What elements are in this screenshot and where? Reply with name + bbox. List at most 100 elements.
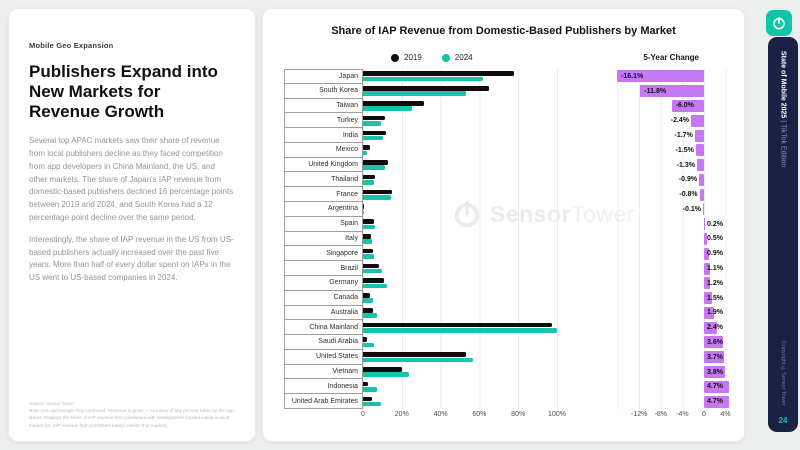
- bar-2024: [363, 327, 557, 333]
- change-value-label: 3.6%: [707, 338, 723, 346]
- bar-2024: [363, 76, 483, 82]
- table-row: Italy 0.5%: [284, 231, 731, 247]
- x-axis: 0 20% 40% 60% 80% 100% -12% -8% -4% 0 4%: [284, 411, 731, 423]
- bar-2024: [363, 387, 377, 392]
- bar-2024: [363, 283, 387, 289]
- note-line: Note: iOS and Google Play combined. Reve…: [29, 407, 234, 428]
- row-label: Taiwan: [284, 98, 363, 114]
- table-row: Canada 1.5%: [284, 290, 731, 306]
- report-edition-label: State of Mobile 2025 | TikTok Edition: [780, 51, 787, 167]
- page-number: 24: [778, 416, 788, 425]
- change-bar: [704, 321, 717, 334]
- bar-2024: [363, 135, 383, 141]
- table-row: Japan -16.1%: [284, 69, 731, 84]
- change-value-label: -1.5%: [675, 146, 694, 154]
- bar-2024: [363, 180, 374, 185]
- change-bar: [704, 292, 713, 305]
- bar-2024: [363, 121, 381, 126]
- row-label: Japan: [284, 69, 363, 84]
- bar-2024: [363, 150, 368, 156]
- edition-name: TikTok Edition: [779, 124, 787, 168]
- bar-2024: [363, 165, 386, 170]
- bar-2019: [363, 307, 374, 313]
- table-row: Indonesia 4.7%: [284, 379, 731, 395]
- bar-2019: [363, 367, 402, 372]
- bar-2024: [363, 298, 373, 304]
- bar-2024: [363, 313, 377, 318]
- change-bar: [699, 173, 704, 186]
- table-row: United Arab Emirates 4.7%: [284, 394, 731, 409]
- row-label: United States: [284, 349, 363, 365]
- change-value-label: -6.0%: [675, 102, 694, 110]
- bar-2024: [363, 91, 467, 97]
- change-bar: [703, 203, 704, 216]
- chart-plot-area: SensorTower Japan -16.1% South Korea -11.8%…: [284, 69, 731, 409]
- row-label: South Korea: [284, 83, 363, 99]
- bar-2019: [363, 337, 367, 343]
- bar-2019: [363, 86, 490, 91]
- change-column-header: 5-Year Change: [643, 53, 699, 62]
- row-label: Singapore: [284, 246, 363, 262]
- change-axis-tick: -8%: [654, 411, 668, 418]
- slide-title: Publishers Expand into New Markets for R…: [29, 62, 218, 122]
- bar-2019: [363, 115, 386, 121]
- chart-title: Share of IAP Revenue from Domestic-Based…: [331, 25, 676, 37]
- bar-2024: [363, 209, 364, 215]
- change-value-label: -0.9%: [678, 176, 698, 184]
- body-paragraph-2: Interestingly, the share of IAP revenue …: [29, 234, 234, 283]
- change-value-label: 1.9%: [707, 309, 723, 317]
- change-bar: [704, 262, 710, 275]
- left-text-panel: Mobile Geo Expansion Publishers Expand i…: [8, 8, 256, 442]
- bar-2019: [363, 278, 385, 283]
- change-value-label: 1.1%: [707, 265, 723, 273]
- bar-2024: [363, 268, 382, 274]
- row-label: Australia: [284, 305, 363, 321]
- bar-2019: [363, 248, 373, 254]
- table-row: United States 3.7%: [284, 349, 731, 365]
- table-row: China Mainland 2.4%: [284, 320, 731, 336]
- table-row: South Korea -11.8%: [284, 83, 731, 99]
- change-bar: [704, 277, 711, 290]
- change-bar: [704, 380, 730, 393]
- bar-2024: [363, 342, 374, 348]
- row-label: Vietnam: [284, 364, 363, 380]
- source-line: Source: Sensor Tower: [29, 400, 75, 406]
- row-label: Mexico: [284, 142, 363, 158]
- row-label: Spain: [284, 216, 363, 232]
- change-bar: [691, 114, 704, 127]
- bar-2019: [363, 189, 393, 195]
- row-label: Canada: [284, 290, 363, 306]
- change-value-label: 0.2%: [707, 220, 723, 228]
- row-label: India: [284, 128, 363, 143]
- change-value-label: 0.9%: [707, 250, 723, 258]
- copyright-label: Copyright ©Sensor Tower: [780, 341, 786, 406]
- chart-panel: Share of IAP Revenue from Domestic-Based…: [262, 8, 745, 442]
- bar-2019: [363, 396, 372, 402]
- change-value-label: -11.8%: [644, 87, 667, 95]
- bar-2019: [363, 204, 365, 210]
- bar-2024: [363, 372, 410, 377]
- change-value-label: -16.1%: [621, 72, 644, 80]
- legend-item-2024: 2024: [441, 53, 473, 62]
- chart-legend: 2019 2024: [391, 53, 473, 62]
- change-value-label: 0.5%: [707, 235, 723, 243]
- table-row: Mexico -1.5%: [284, 142, 731, 158]
- table-row: Argentina -0.1%: [284, 202, 731, 217]
- change-value-label: 4.7%: [707, 383, 723, 391]
- table-row: Turkey -2.4%: [284, 113, 731, 129]
- row-label: Italy: [284, 231, 363, 247]
- table-row: Spain 0.2%: [284, 216, 731, 232]
- row-label: China Mainland: [284, 320, 363, 336]
- change-value-label: 1.5%: [707, 294, 723, 302]
- row-label: Thailand: [284, 172, 363, 188]
- row-label: France: [284, 187, 363, 203]
- change-bar: [704, 232, 707, 245]
- bar-2019: [363, 293, 370, 298]
- change-bar: [704, 351, 724, 364]
- bar-2019: [363, 71, 514, 76]
- change-bar: [696, 159, 704, 172]
- power-icon: [773, 17, 785, 30]
- x-axis-tick: 20%: [394, 411, 409, 418]
- change-value-label: 4.7%: [707, 398, 723, 406]
